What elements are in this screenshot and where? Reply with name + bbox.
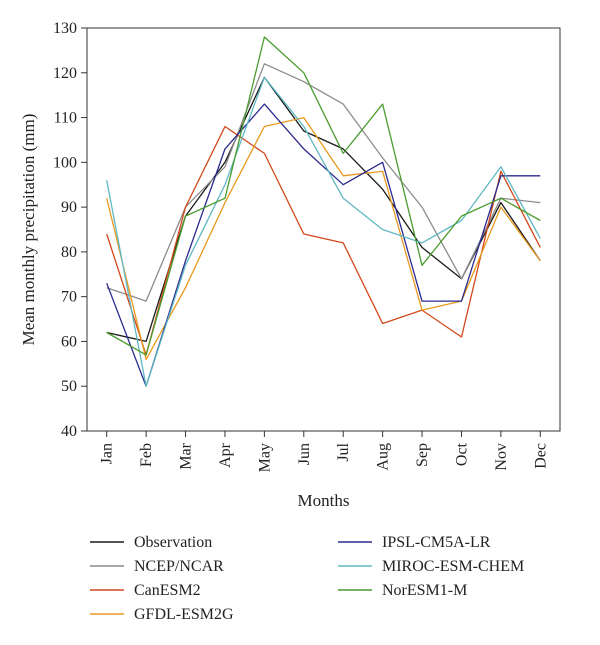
y-tick-label: 40 [61,423,77,440]
plot-frame [86,27,561,432]
y-tick-label: 50 [61,378,77,395]
series-line-canesm2 [106,125,541,356]
y-tick-label: 110 [54,110,77,127]
x-tick-label: Dec [532,443,549,469]
plot-area-frame [86,27,561,432]
legend-label-observation: Observation [134,534,212,551]
x-axis-title: Months [298,491,350,510]
x-tick-label: Sep [414,443,431,467]
legend-label-canesm2: CanESM2 [134,582,201,599]
x-tick-label: Jan [99,443,116,464]
series-line-gfdl-esm2g [106,116,541,361]
series-line-miroc-esm-chem [106,76,541,387]
y-tick-label: 120 [53,65,77,82]
series-line-ipsl-cm5a-lr [106,103,541,387]
x-tick-label: Jun [296,443,313,465]
legend-label-ipsl-cm5a-lr: IPSL-CM5A-LR [382,534,491,551]
y-tick-label: 130 [53,20,77,37]
y-axis: 40 50 60 70 80 90 100 110 120 130 [53,20,87,440]
legend: Observation NCEP/NCAR CanESM2 GFDL-ESM2G IPS… [90,534,524,623]
x-tick-label: Nov [493,443,510,471]
y-tick-label: 80 [61,244,77,261]
legend-label-gfdl-esm2g: GFDL-ESM2G [134,606,234,623]
x-tick-label: May [256,443,273,472]
y-tick-label: 100 [53,154,77,171]
x-tick-label: Oct [453,442,470,466]
series-line-ncep-ncar [106,63,541,302]
y-axis-title: Mean monthly precipitation (mm) [19,114,38,346]
x-axis: Jan Feb Mar Apr May Jun Jul Aug Sep Oct Nov Dec [99,431,549,472]
x-tick-label: Jul [335,442,352,461]
legend-label-noresm1-m: NorESM1-M [382,582,467,599]
y-tick-label: 70 [61,289,77,306]
y-tick-label: 60 [61,333,77,350]
x-tick-label: Aug [375,443,392,471]
series-line-noresm1-m [106,36,541,356]
x-tick-label: Apr [217,442,234,468]
x-tick-label: Feb [138,443,155,467]
x-tick-label: Mar [178,442,195,469]
y-tick-label: 90 [61,199,77,216]
legend-label-ncep-ncar: NCEP/NCAR [134,558,224,575]
legend-label-miroc-esm-chem: MIROC-ESM-CHEM [382,558,524,575]
series-lines [106,36,541,387]
